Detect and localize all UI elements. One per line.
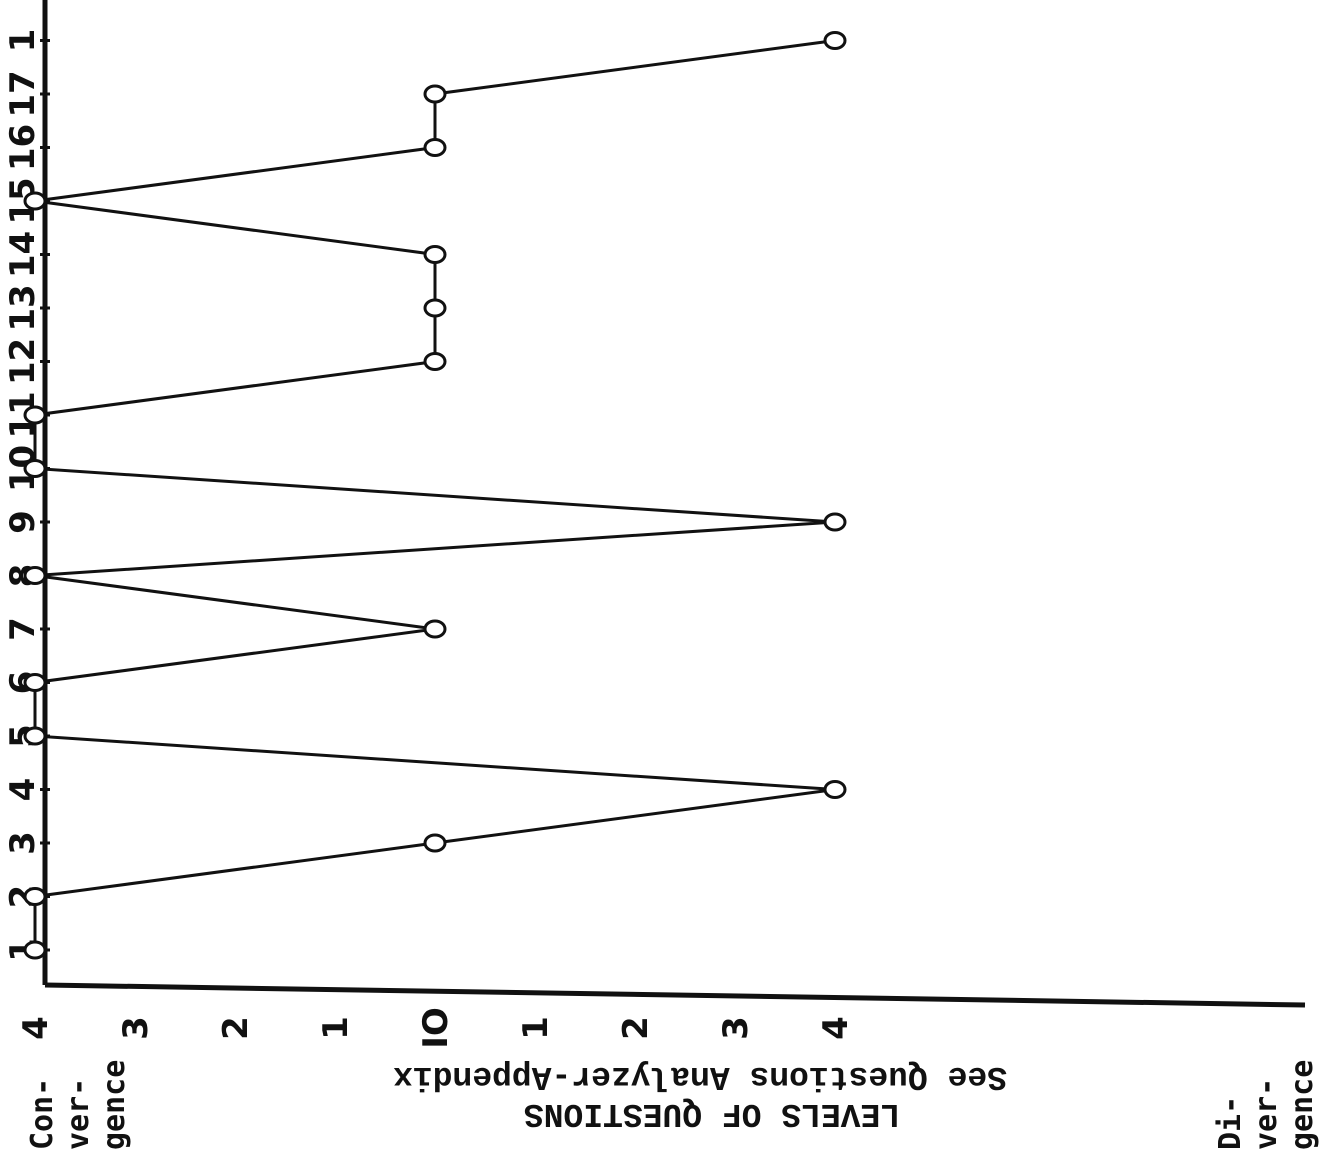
question-tick-label: 3: [3, 831, 43, 855]
data-point: [23, 566, 47, 585]
level-tick-label: 2: [616, 1016, 656, 1040]
data-point: [823, 780, 847, 799]
data-point: [423, 84, 447, 104]
data-point: [23, 405, 47, 425]
level-tick-label: 3: [716, 1016, 756, 1040]
svg-text:Di-: Di-: [1213, 1096, 1248, 1150]
svg-text:ver-: ver-: [1249, 1078, 1284, 1150]
question-tick-label: 16: [3, 124, 43, 171]
data-point: [423, 298, 447, 318]
data-point: [23, 887, 47, 906]
data-point: [423, 352, 447, 371]
question-tick-label: 4: [3, 778, 43, 802]
data-point: [423, 138, 447, 157]
question-tick-label: 12: [3, 338, 43, 385]
data-point: [823, 31, 847, 50]
series-line-group: [33, 39, 836, 950]
level-axis-title: LEVELS OF QUESTIONS: [524, 1095, 900, 1132]
question-tick-label: 7: [3, 617, 43, 641]
question-tick-label: 9: [3, 510, 43, 534]
level-tick-label: 2: [216, 1016, 256, 1040]
level-tick-label: 1: [516, 1016, 556, 1040]
data-point: [23, 459, 47, 478]
convergence-label: Con- ver- gence: [25, 1060, 132, 1150]
data-point: [23, 673, 47, 692]
level-tick-label: IO: [416, 1007, 456, 1049]
question-tick-label: 1: [3, 29, 43, 53]
level-tick-labels: 4 3 2 1 IO 1 2 3 4: [16, 1007, 856, 1049]
level-tick-label: 4: [16, 1016, 56, 1040]
data-point: [823, 512, 847, 532]
question-tick-label: 17: [3, 70, 43, 117]
svg-text:gence: gence: [97, 1060, 132, 1150]
series-points-group: [23, 31, 847, 960]
level-tick-label: 4: [816, 1016, 856, 1040]
level-axis-line: [44, 982, 1306, 1008]
svg-text:gence: gence: [1285, 1060, 1320, 1150]
svg-text:ver-: ver-: [61, 1078, 96, 1150]
level-tick-label: 3: [116, 1016, 156, 1040]
svg-text:Con-: Con-: [25, 1078, 60, 1150]
question-tick-label: 13: [3, 284, 43, 331]
level-tick-label: 1: [316, 1016, 356, 1040]
data-point: [23, 726, 47, 746]
data-point: [23, 940, 47, 960]
data-point: [423, 833, 447, 853]
level-axis-subtitle: See Questions Analyzer-Appendix: [393, 1058, 1007, 1095]
data-point: [423, 619, 447, 639]
series-line: [33, 39, 836, 950]
data-point: [23, 191, 47, 211]
question-tick-label: 14: [3, 231, 43, 278]
data-point: [423, 245, 447, 264]
divergence-label: Di- ver- gence: [1213, 1060, 1320, 1150]
